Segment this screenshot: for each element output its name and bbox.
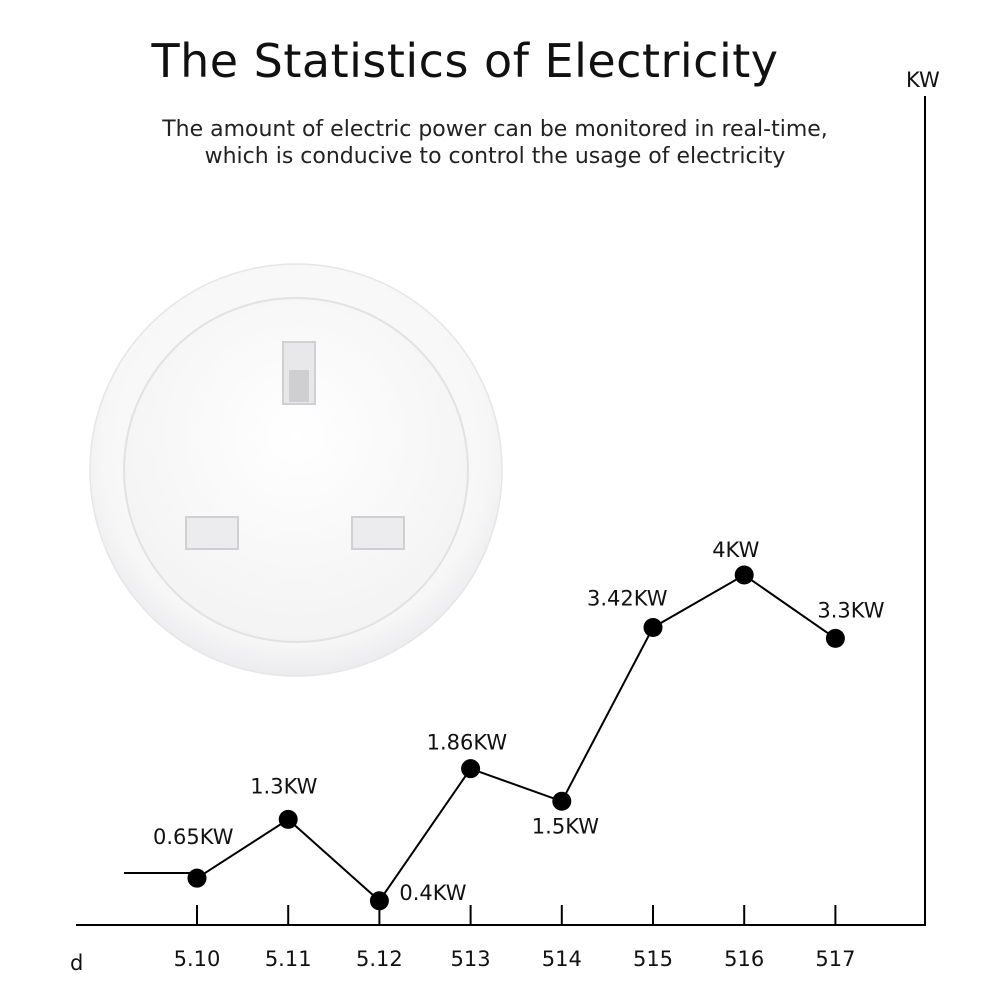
x-tick-label: 515	[633, 947, 673, 971]
data-point	[369, 891, 389, 911]
data-point	[552, 791, 572, 811]
data-point	[461, 759, 481, 779]
ticks	[196, 905, 837, 925]
y-axis-label: KW	[906, 68, 940, 92]
x-tick-label: 5.11	[265, 947, 312, 971]
page-title: The Statistics of Electricity	[151, 34, 779, 88]
data-point	[187, 868, 207, 888]
x-tick-label: 5.10	[174, 947, 221, 971]
data-label: 1.5KW	[532, 814, 599, 838]
data-label: 3.3KW	[817, 598, 884, 622]
x-tick-label: 516	[724, 947, 764, 971]
data-label: 3.42KW	[587, 586, 668, 610]
data-label: 0.65KW	[153, 825, 234, 849]
data-point	[643, 617, 663, 637]
uk-socket-icon	[89, 263, 503, 677]
data-point	[278, 809, 298, 829]
x-tick-label: 513	[451, 947, 491, 971]
data-point	[734, 565, 754, 585]
x-axis-label: d	[70, 951, 83, 975]
data-label: 0.4KW	[399, 881, 466, 905]
data-label: 4KW	[712, 538, 759, 562]
x-tick-label: 514	[542, 947, 582, 971]
data-label: 1.3KW	[250, 774, 317, 798]
subtitle: The amount of electric power can be moni…	[0, 116, 990, 170]
series-line	[196, 573, 836, 903]
data-labels: 0.65KW 1.3KW 0.4KW 1.86KW 1.5KW 3.42KW 4…	[153, 538, 885, 905]
data-points	[187, 565, 845, 911]
subtitle-line-1: The amount of electric power can be moni…	[162, 117, 828, 142]
x-tick-label: 5.12	[356, 947, 403, 971]
data-label: 1.86KW	[427, 731, 508, 755]
subtitle-line-2: which is conducive to control the usage …	[204, 144, 786, 169]
x-tick-label: 517	[815, 947, 855, 971]
data-point	[825, 628, 845, 648]
tick-labels: 5.10 5.11 5.12 513 514 515 516 517	[174, 947, 856, 971]
